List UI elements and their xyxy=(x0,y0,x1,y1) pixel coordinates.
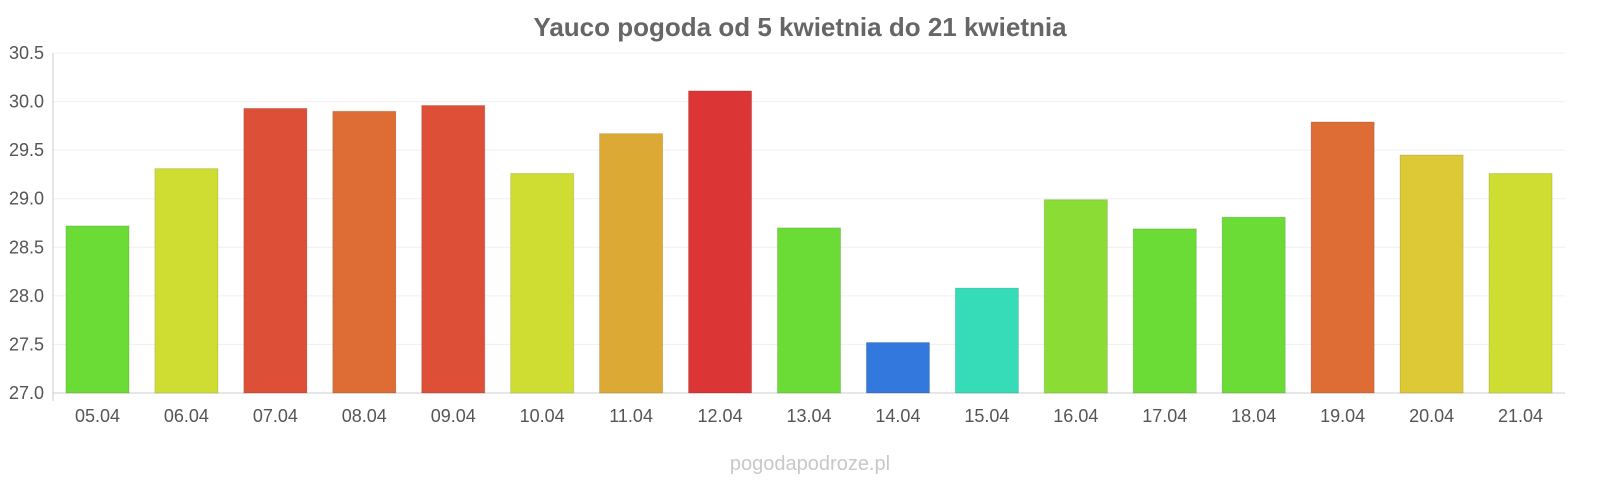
bar-21.04 xyxy=(1488,172,1553,394)
x-tick-label: 09.04 xyxy=(431,406,476,426)
y-tick-labels: 27.0 27.5 28.0 28.5 29.0 29.5 30.0 30.5 xyxy=(9,43,44,403)
x-tick-labels: 05.04 06.04 07.04 08.04 09.04 10.04 11.04 12.04… xyxy=(75,406,1543,426)
bar-18.04 xyxy=(1221,216,1286,394)
x-tick-label: 08.04 xyxy=(342,406,387,426)
x-tick-label: 05.04 xyxy=(75,406,120,426)
bar-16.04 xyxy=(1043,199,1108,394)
chart-title: Yauco pogoda od 5 kwietnia do 21 kwietni… xyxy=(533,12,1067,42)
x-tick-label: 14.04 xyxy=(875,406,920,426)
x-tick-label: 06.04 xyxy=(164,406,209,426)
bar-19.04 xyxy=(1310,121,1375,394)
x-tick-label: 15.04 xyxy=(964,406,1009,426)
y-tick-label: 30.0 xyxy=(9,92,44,112)
bar-20.04 xyxy=(1399,154,1464,394)
x-tick-label: 19.04 xyxy=(1320,406,1365,426)
bar-07.04 xyxy=(243,107,308,394)
bar-12.04 xyxy=(687,90,753,394)
x-tick-label: 16.04 xyxy=(1053,406,1098,426)
x-tick-label: 11.04 xyxy=(609,406,653,426)
y-tick-label: 27.5 xyxy=(9,334,44,354)
bar-11.04 xyxy=(599,133,664,394)
bar-05.04 xyxy=(65,225,130,394)
y-tick-label: 28.0 xyxy=(9,286,44,306)
y-tick-label: 27.0 xyxy=(9,383,44,403)
x-tick-label: 21.04 xyxy=(1498,406,1543,426)
x-tick-label: 13.04 xyxy=(786,406,831,426)
bar-17.04 xyxy=(1132,228,1197,394)
bar-10.04 xyxy=(510,172,575,394)
y-tick-label: 29.0 xyxy=(9,189,44,209)
x-tick-label: 18.04 xyxy=(1231,406,1276,426)
bar-06.04 xyxy=(154,168,219,394)
x-tick-label: 20.04 xyxy=(1409,406,1454,426)
x-tick-label: 10.04 xyxy=(520,406,565,426)
bar-15.04 xyxy=(954,287,1019,394)
y-tick-label: 29.5 xyxy=(9,140,44,160)
bars xyxy=(65,90,1553,394)
x-tick-label: 12.04 xyxy=(698,406,743,426)
bar-09.04 xyxy=(421,104,486,394)
watermark: pogodapodroze.pl xyxy=(730,453,890,475)
y-tick-label: 28.5 xyxy=(9,237,44,257)
bar-14.04 xyxy=(865,341,931,394)
bar-13.04 xyxy=(776,227,842,394)
x-tick-label: 07.04 xyxy=(253,406,298,426)
y-tick-label: 30.5 xyxy=(9,43,44,63)
bar-08.04 xyxy=(332,110,397,394)
x-tick-label: 17.04 xyxy=(1142,406,1187,426)
